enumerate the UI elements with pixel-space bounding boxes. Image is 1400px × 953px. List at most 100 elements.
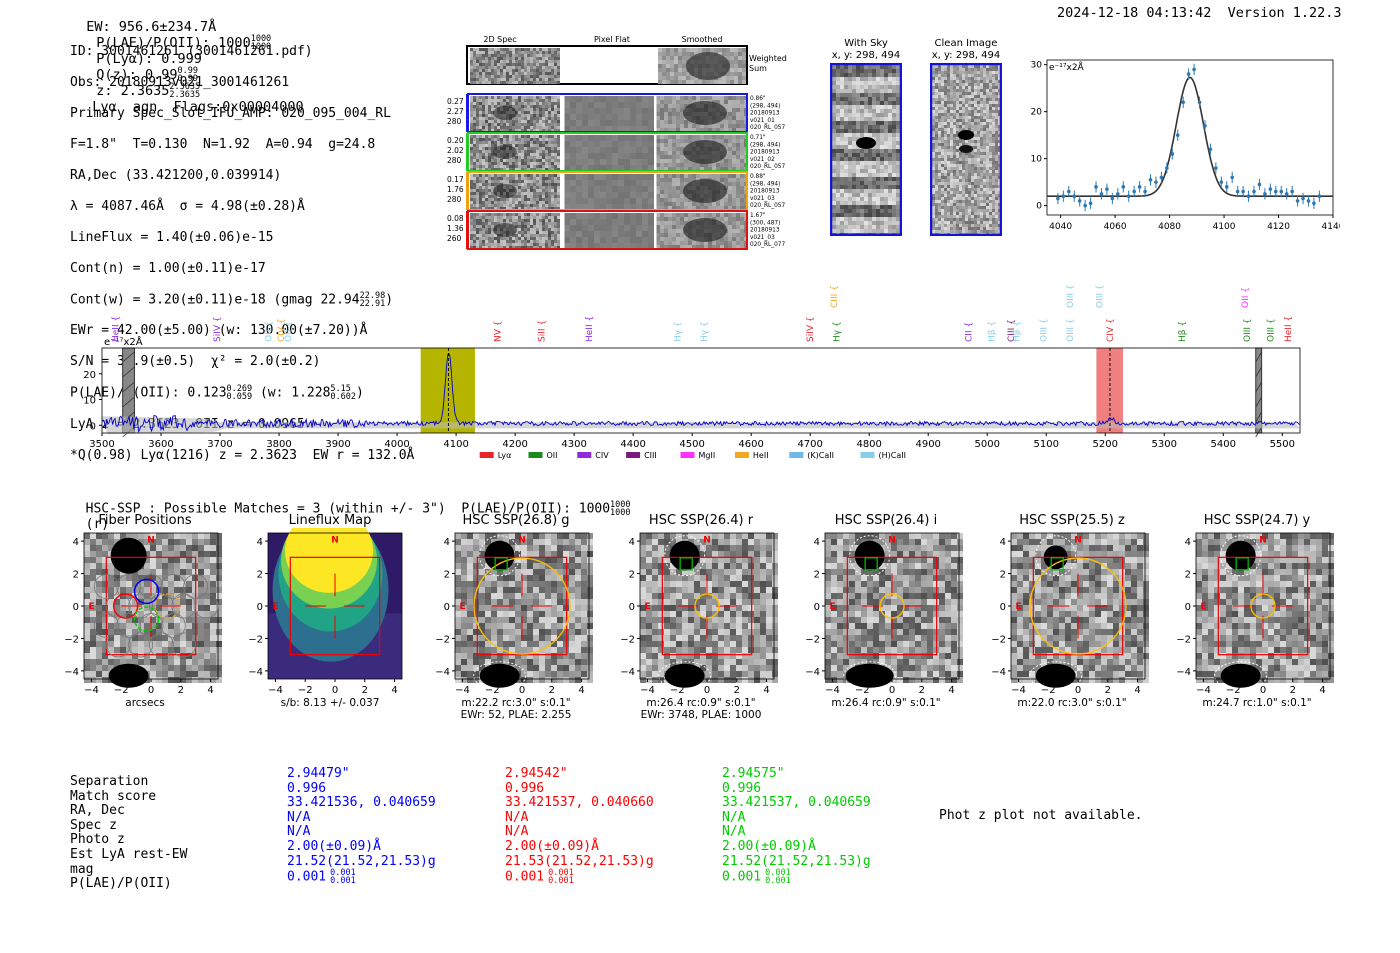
match-col-3: 2.94575" 0.996 33.421537, 0.040659 N/A N/A 2.… — [722, 766, 871, 885]
info-id: ID: 3001461261 (3001461261.pdf) — [70, 43, 313, 59]
spectrum-x-tick: 3900 — [325, 439, 350, 450]
info-q: *Q(0.98) Lyα(1216) z = 2.3623 EW r = 132… — [70, 447, 415, 463]
hsc-cutout: −4 −4 −2 −2 0 0 2 2 4 4 N E — [805, 532, 963, 696]
emission-line-label: SiIV { — [213, 316, 223, 342]
hsc-x-tick: 4 — [1319, 685, 1325, 696]
hsc-x-tick: 0 — [1260, 685, 1266, 696]
fit-point — [1165, 166, 1169, 170]
aperture-box — [1217, 556, 1309, 656]
fiber-circle — [160, 574, 186, 599]
fiber-circle — [93, 613, 119, 638]
hsc-y-tick: −2 — [991, 634, 1006, 645]
counterpart-box — [1050, 557, 1064, 571]
counterpart-box — [864, 557, 878, 571]
emission-line-label: HeII { — [1284, 316, 1294, 342]
match-value: 21.53(21.52,21.53)g — [505, 853, 654, 869]
match-row-label: Photo z — [70, 832, 125, 848]
fit-point — [1181, 100, 1185, 105]
catalog-aperture — [473, 557, 571, 655]
legend-label: Lyα — [498, 451, 512, 460]
spectrum-x-tick: 4500 — [679, 439, 704, 450]
spectrum-x-tick: 3800 — [266, 439, 291, 450]
fiber-circle — [128, 632, 153, 658]
hsc-cutout: −4 −4 −2 −2 0 0 2 2 4 4 N E — [64, 532, 222, 696]
emission-line-label: Hγ { — [833, 321, 843, 342]
emission-line-label: CII { — [964, 322, 974, 342]
spec2d-row-stat: 2.02 — [447, 146, 464, 155]
info-lambda: λ = 4087.46Å σ = 4.98(±0.28)Å — [70, 198, 305, 214]
aperture-box — [1032, 556, 1124, 656]
spectrum-x-tick: 5300 — [1152, 439, 1177, 450]
hsc-y-tick: −2 — [248, 634, 263, 645]
spectrum-x-tick: 4300 — [561, 439, 586, 450]
fiber-red — [112, 593, 139, 619]
match-labels: Separation Match score RA, Dec Spec z Photo … — [70, 774, 188, 892]
match-row-label: Est LyA rest-EW — [70, 846, 188, 862]
emission-line-label: SiIV { — [806, 316, 816, 342]
emission-line-label: OIII { — [1039, 318, 1049, 342]
hsc-panel-caption-2: EWr: 3748, PLAE: 1000 — [640, 709, 762, 721]
legend-swatch — [789, 452, 804, 458]
north-label: N — [1259, 536, 1267, 546]
spec2d-row-stat: 0.20 — [447, 136, 464, 145]
fit-point — [1241, 189, 1245, 194]
north-label: N — [147, 536, 155, 546]
info-sn: S/N = 34.9(±0.5) χ² = 2.0(±0.2) — [70, 354, 321, 369]
spec-source — [493, 223, 517, 237]
spectrum-x-tick: 4200 — [502, 439, 527, 450]
emission-line-label: HeII { — [112, 316, 122, 342]
fit-axes — [1046, 59, 1334, 216]
emission-line-label: OIII { — [1266, 318, 1276, 342]
info-contw: Cont(w) = 3.20(±0.11)e-18 (gmag 22.94 22.… — [70, 290, 394, 309]
fit-point — [1224, 185, 1229, 189]
spectrum-x-tick: 3600 — [148, 439, 173, 450]
fit-x-tick: 4120 — [1267, 222, 1290, 232]
hsc-y-tick: 2 — [73, 570, 79, 581]
match-row-label: P(LAE)/P(OII) — [70, 876, 172, 892]
fit-point — [1312, 201, 1316, 206]
fiber-blue — [133, 578, 160, 605]
hsc-y-tick: −4 — [1176, 667, 1191, 678]
smoothed-source — [683, 179, 727, 203]
spec2d-row-meta: v021_02 — [750, 157, 775, 163]
match-value: N/A — [722, 809, 746, 825]
emission-line-label: OIII { — [1243, 318, 1253, 342]
hsc-x-tick: −4 — [640, 685, 655, 696]
fiber-circle — [138, 574, 164, 599]
fiber-circle — [160, 613, 186, 638]
hsc-summary: HSC-SSP : Possible Matches = 3 (within +… — [85, 500, 631, 532]
emission-line-label: Hγ { — [673, 321, 683, 342]
hsc-x-tick: 4 — [763, 685, 769, 696]
fiber-green — [133, 606, 160, 632]
spec2d-row-meta: v021_03 — [750, 196, 775, 202]
spec2d-row-meta: 20180913 — [750, 150, 780, 156]
fit-point — [1137, 185, 1142, 189]
with-sky-title: With Sky x, y: 298, 494 — [831, 38, 901, 61]
hsc-y-tick: 4 — [1185, 537, 1191, 548]
hsc-y-tick: 4 — [444, 537, 450, 548]
spec2d-col-title: 2D Spec — [483, 35, 516, 44]
north-label: N — [703, 536, 711, 546]
fit-x-tick: 4080 — [1158, 222, 1181, 232]
match-row-label: mag — [70, 861, 94, 877]
match-col-1: 2.94479" 0.996 33.421536, 0.040659 N/A N/A 2.… — [287, 766, 436, 885]
smoothed-source — [683, 218, 727, 242]
fiber-circle — [105, 593, 131, 619]
fit-point — [1056, 196, 1060, 201]
fiber-circle — [116, 574, 142, 599]
hsc-panel-title: HSC SSP(26.8) g — [462, 513, 570, 528]
fit-point — [1159, 175, 1164, 180]
hsc-y-tick: 0 — [1000, 602, 1006, 613]
east-label: E — [1015, 602, 1021, 612]
legend-swatch — [479, 452, 494, 458]
emission-line-label: OIII { — [1095, 284, 1105, 308]
match-value: 33.421537, 0.040659 — [722, 795, 871, 811]
catalog-aperture — [879, 593, 905, 619]
spectrum-x-tick: 5000 — [974, 439, 999, 450]
header-z-rest: Lyα agn Flags:0x00004000 — [92, 99, 304, 115]
hsc-x-tick: 4 — [207, 685, 213, 696]
fit-point — [1257, 182, 1262, 187]
hsc-y-tick: −2 — [435, 634, 450, 645]
